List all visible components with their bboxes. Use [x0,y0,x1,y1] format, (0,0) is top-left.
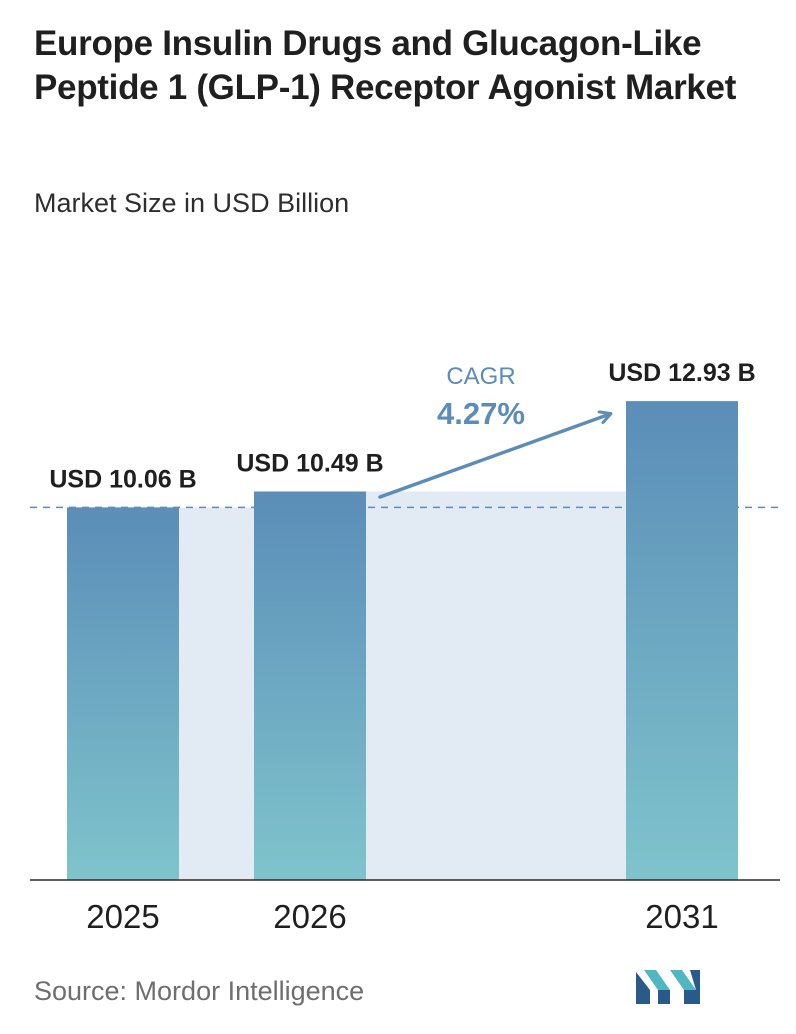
bar-2031 [626,401,738,880]
mordor-intelligence-logo-icon [636,970,700,1004]
x-tick-label-2026: 2026 [273,898,346,935]
chart-title: Europe Insulin Drugs and Glucagon-Like P… [34,24,737,107]
bar-gap-band [366,491,626,880]
x-tick-label-2025: 2025 [86,898,159,935]
value-label-2026: USD 10.49 B [236,449,383,477]
cagr-label: CAGR [446,363,515,390]
cagr-arrow [378,414,610,499]
bar-gap-band [179,507,254,880]
bar-2026 [254,491,366,880]
cagr-value: 4.27% [437,396,525,431]
x-tick-label-2031: 2031 [645,898,718,935]
value-label-2031: USD 12.93 B [608,359,755,387]
bar-chart: USD 10.06 B 2025 USD 10.49 B 2026 USD 12.93 … [30,359,780,935]
value-label-2025: USD 10.06 B [49,465,196,493]
bar-2025 [67,507,179,880]
source-note: Source: Mordor Intelligence [34,976,365,1006]
chart-subtitle: Market Size in USD Billion [34,188,350,218]
